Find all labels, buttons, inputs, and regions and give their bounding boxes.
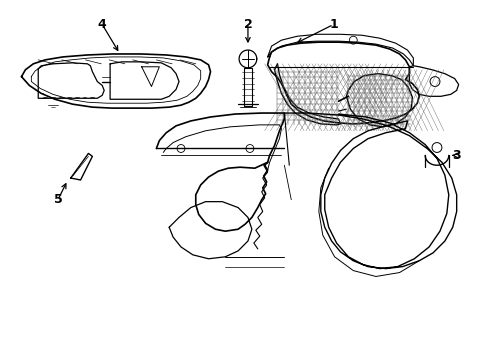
Text: 2: 2 xyxy=(243,18,252,31)
Text: 5: 5 xyxy=(54,193,62,206)
Text: 1: 1 xyxy=(328,18,337,31)
Text: 3: 3 xyxy=(451,149,460,162)
Text: 4: 4 xyxy=(98,18,106,31)
